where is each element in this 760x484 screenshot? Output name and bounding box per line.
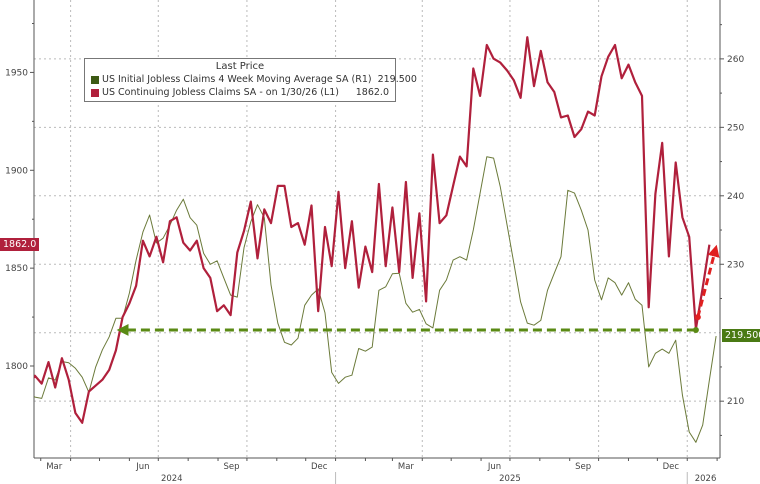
initial-claims-4wk-avg-line <box>34 156 717 443</box>
legend-swatch <box>91 75 99 84</box>
x-axis-year-label: 2026 <box>695 474 717 484</box>
right-last-value-badge: 219.500 <box>722 329 760 343</box>
x-axis-year-label: 2024 <box>161 474 183 484</box>
right-axis-tick-label: 210 <box>727 397 744 407</box>
x-axis-month-label: Sep <box>223 462 239 472</box>
right-axis-tick-label: 230 <box>727 260 744 270</box>
right-axis-tick-label: 240 <box>727 192 744 202</box>
legend-value: 219.500 <box>377 74 417 85</box>
red-dashed-arrow <box>696 244 720 318</box>
left-axis-tick-label: 1850 <box>5 264 28 274</box>
legend-value: 1862.0 <box>355 87 389 98</box>
red-arrow-start-dot <box>694 314 701 321</box>
right-axis-tick-label: 260 <box>727 55 744 65</box>
x-axis-month-label: Jun <box>487 462 501 472</box>
legend-title: Last Price <box>215 61 265 72</box>
left-axis-tick-label: 1800 <box>5 362 28 372</box>
x-axis-year-label: 2025 <box>499 474 521 484</box>
right-axis-tick-label: 250 <box>727 123 744 133</box>
left-last-value-badge: 1862.0 <box>0 237 40 251</box>
legend-label: US Continuing Jobless Claims SA - on 1/3… <box>102 87 340 98</box>
x-axis-month-label: Mar <box>398 462 415 472</box>
left-axis-tick-label: 1900 <box>5 166 28 176</box>
legend-entry-initial-claims: US Initial Jobless Claims 4 Week Moving … <box>91 73 417 86</box>
legend: Last Price US Initial Jobless Claims 4 W… <box>84 58 417 102</box>
x-axis-month-label: Jun <box>135 462 149 472</box>
left-axis-tick-label: 1950 <box>5 68 28 78</box>
continuing-claims-line <box>34 36 711 424</box>
x-axis-month-label: Mar <box>46 462 63 472</box>
x-axis-month-label: Dec <box>663 462 680 472</box>
green-arrow-start-dot <box>692 326 699 333</box>
plot-area <box>34 36 717 443</box>
legend-entry-continuing-claims: US Continuing Jobless Claims SA - on 1/3… <box>91 86 389 99</box>
x-axis-month-label: Dec <box>311 462 328 472</box>
x-axis-month-label: Sep <box>575 462 591 472</box>
legend-swatch <box>91 88 99 97</box>
legend-label: US Initial Jobless Claims 4 Week Moving … <box>102 74 372 85</box>
